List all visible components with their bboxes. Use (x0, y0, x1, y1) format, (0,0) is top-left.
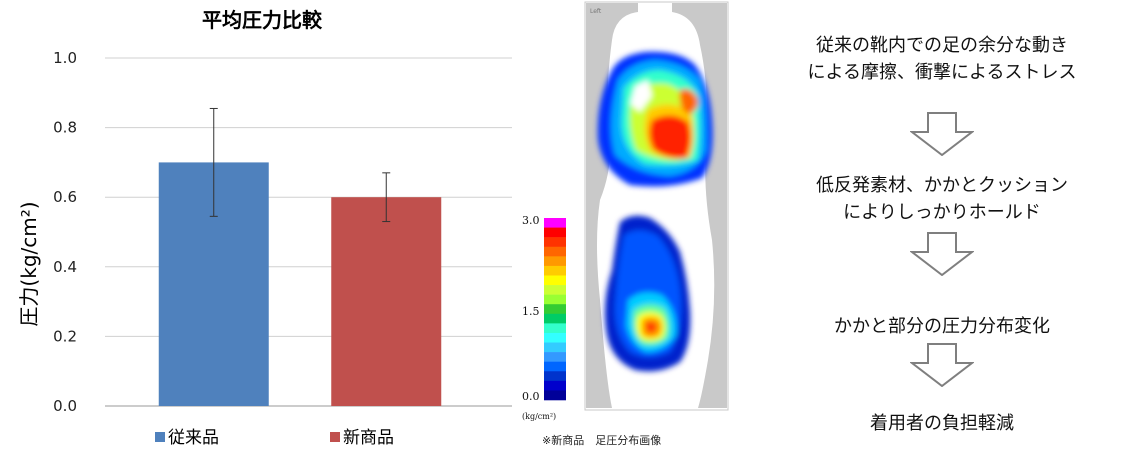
y-axis-label: 圧力(kg/cm²) (17, 201, 41, 326)
flow-step-2-line-2: によりしっかりホールド (843, 202, 1041, 223)
bars (158, 107, 442, 406)
scale-swatch (544, 275, 566, 286)
insole-outline-left (586, 3, 638, 408)
scale-swatch (544, 352, 566, 362)
scale-swatch (544, 304, 566, 315)
scale-label-min: 0.0 (522, 390, 540, 403)
scale-label-max: 3.0 (522, 214, 540, 227)
flow-step-4: 着用者の負担軽減 (760, 410, 1124, 437)
y-tick-label: 0.8 (53, 119, 77, 137)
flow-step-3-line-1: かかと部分の圧力分布変化 (834, 316, 1050, 337)
scale-swatch (544, 332, 566, 343)
scale-swatch (544, 313, 566, 324)
flow-step-1-line-2: による摩擦、衝撃によるストレス (807, 62, 1077, 83)
flow-step-1: 従来の靴内での足の余分な動き による摩擦、衝撃によるストレス (760, 32, 1124, 86)
scale-label-mid: 1.5 (522, 305, 540, 318)
bar-1 (331, 197, 442, 406)
legend-label-0: 従来品 (168, 428, 219, 448)
color-scale (544, 218, 566, 401)
flow-step-1-line-1: 従来の靴内での足の余分な動き (816, 35, 1068, 56)
scale-swatch (544, 294, 566, 305)
down-arrow-icon (910, 343, 974, 387)
y-tick-label: 0.4 (53, 258, 77, 276)
scale-swatch (544, 265, 566, 276)
scale-swatch (544, 246, 566, 257)
flow-diagram: 従来の靴内での足の余分な動き による摩擦、衝撃によるストレス 低反発素材、かかと… (760, 0, 1124, 450)
legend: 従来品 新商品 (155, 428, 394, 448)
legend-swatch-1 (330, 432, 340, 442)
flow-step-3: かかと部分の圧力分布変化 (760, 313, 1124, 340)
heel-pressure (604, 215, 691, 372)
chart-title: 平均圧力比較 (202, 8, 323, 32)
y-tick-label: 0.0 (53, 397, 77, 415)
legend-swatch-0 (155, 432, 165, 442)
scale-swatch (544, 371, 566, 382)
forefoot-pressure (597, 51, 713, 187)
scale-swatch (544, 361, 566, 372)
down-arrow-icon (910, 232, 974, 276)
scale-swatch (544, 390, 566, 401)
foot-pressure-panel: Left 3.0 1.5 0.0 (kg/cm²) (520, 0, 740, 450)
scale-swatch (544, 256, 566, 267)
insole-outline-right (672, 3, 727, 408)
down-arrow-icon (910, 112, 974, 156)
y-tick-label: 1.0 (53, 49, 77, 67)
image-caption: ※新商品 足圧分布画像 (542, 434, 662, 447)
flow-step-2: 低反発素材、かかとクッション によりしっかりホールド (760, 172, 1124, 226)
bar-chart: 平均圧力比較 0.0 0.2 0.4 0.6 0.8 1.0 圧力(kg/cm²) 従来品… (17, 8, 512, 448)
flow-step-4-line-1: 着用者の負担軽減 (870, 413, 1014, 434)
corner-label: Left (590, 8, 602, 15)
y-tick-label: 0.6 (53, 188, 77, 206)
y-tick-label: 0.2 (53, 327, 77, 345)
scale-unit: (kg/cm²) (522, 412, 557, 421)
scale-swatch (544, 237, 566, 248)
flow-step-2-line-1: 低反発素材、かかとクッション (816, 175, 1068, 196)
scale-swatch (544, 380, 566, 391)
y-axis-ticks: 0.0 0.2 0.4 0.6 0.8 1.0 (53, 49, 77, 415)
scale-swatch (544, 218, 566, 228)
scale-swatch (544, 323, 566, 334)
legend-label-1: 新商品 (343, 428, 394, 448)
scale-swatch (544, 227, 566, 238)
foot-pressure-image: Left (544, 1, 729, 411)
scale-swatch (544, 285, 566, 295)
scale-swatch (544, 342, 566, 353)
